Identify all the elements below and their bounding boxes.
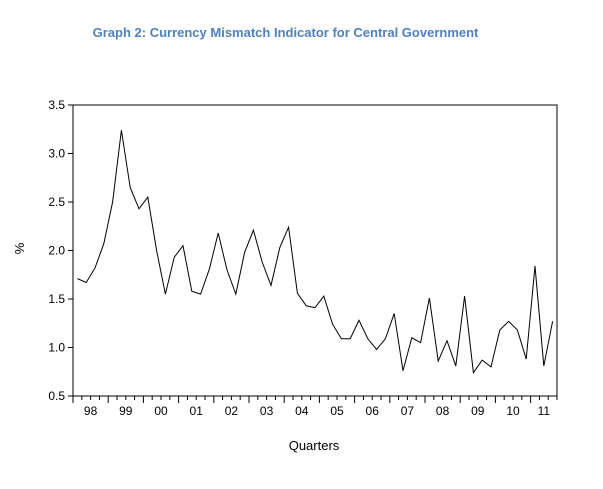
series-line	[77, 130, 554, 375]
y-tick-label: 0.5	[48, 389, 65, 403]
x-axis-title: Quarters	[289, 438, 340, 453]
x-tick-label: 08	[436, 404, 450, 418]
y-tick-label: 1.5	[48, 292, 65, 306]
x-tick-label: 99	[119, 404, 133, 418]
x-tick-label: 11	[538, 404, 551, 418]
x-tick-label: 04	[295, 404, 309, 418]
y-tick-label: 2.5	[48, 195, 65, 209]
x-tick-label: 98	[84, 404, 98, 418]
x-tick-label: 10	[506, 404, 520, 418]
y-tick-label: 3.0	[48, 147, 65, 161]
x-tick-label: 05	[330, 404, 344, 418]
x-tick-label: 00	[154, 404, 168, 418]
x-tick-label: 02	[225, 404, 239, 418]
x-tick-label: 03	[260, 404, 274, 418]
plot-frame	[72, 104, 558, 397]
chart-title: Graph 2: Currency Mismatch Indicator for…	[92, 25, 479, 40]
y-tick-label: 1.0	[48, 341, 65, 355]
x-tick-label: 06	[366, 404, 380, 418]
y-axis-title: %	[12, 242, 27, 254]
y-tick-label: 2.0	[48, 244, 65, 258]
x-tick-label: 01	[190, 404, 204, 418]
x-tick-label: 07	[401, 404, 415, 418]
y-tick-label: 3.5	[48, 98, 65, 112]
x-tick-label: 09	[471, 404, 485, 418]
